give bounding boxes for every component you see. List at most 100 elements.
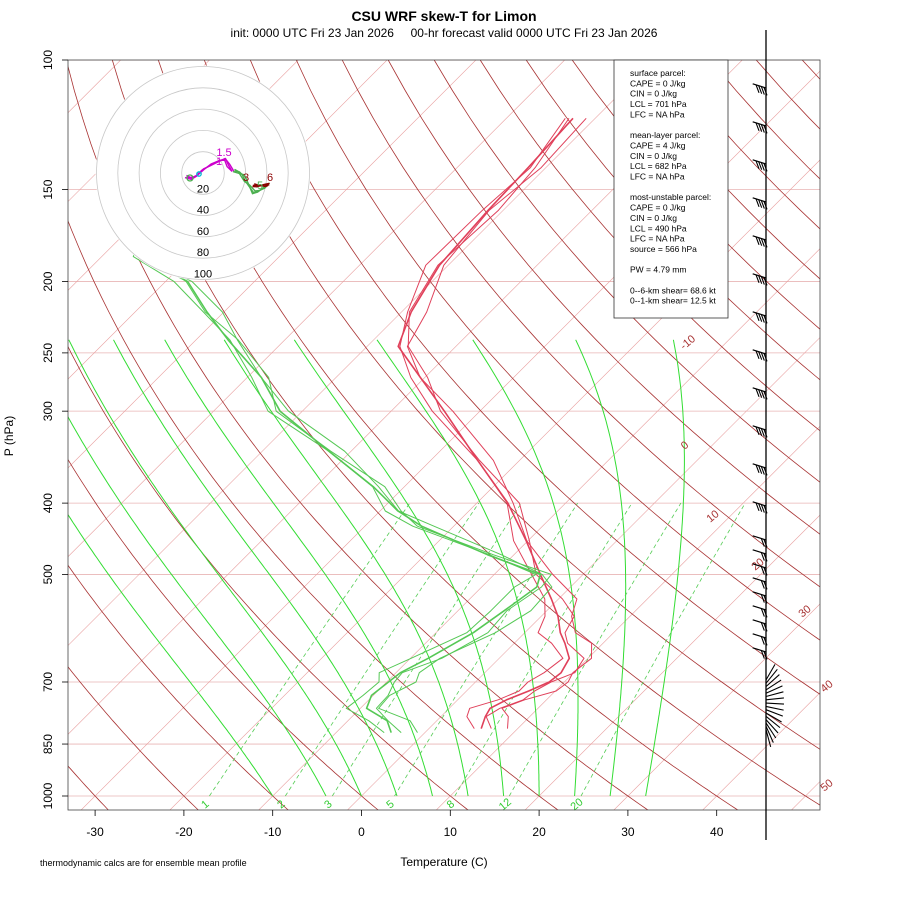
wind-barb-feather	[755, 502, 760, 512]
wind-barb-feather	[760, 238, 765, 247]
wind-barb-staff	[765, 685, 783, 694]
isotherm-line	[347, 337, 820, 810]
wind-barb-feather	[763, 505, 768, 514]
wind-barb-feather	[760, 276, 765, 285]
wind-barb-staff	[765, 712, 782, 723]
wind-barb	[752, 501, 768, 514]
hodograph-ring-label: 60	[197, 226, 209, 238]
dry-adiabat-line	[157, 60, 820, 806]
wind-barb-feather	[755, 464, 760, 474]
axes: -30 -20 -10 0 10 20 30 401000850700500400300250…	[41, 50, 724, 839]
info-line: LFC = NA hPa	[630, 234, 685, 244]
moist-adiabat-line	[472, 339, 579, 797]
temperature-profile-line	[407, 118, 585, 729]
wind-barb	[752, 577, 768, 590]
wind-barb-staff	[752, 605, 767, 611]
dry-adiabat-line	[203, 60, 820, 750]
wind-barb-feather	[760, 538, 765, 547]
moist-adiabat-line	[376, 339, 540, 796]
x-tick-label: 10	[444, 825, 458, 839]
hodograph-start-marker	[186, 174, 194, 182]
wind-barb-staff	[765, 709, 784, 717]
wind-barb-feather	[760, 352, 765, 361]
dry-adiabat-line	[433, 60, 820, 483]
dry-adiabat-line	[68, 458, 379, 810]
temperature-profile-line	[406, 117, 593, 729]
dry-adiabat-label: 40	[819, 678, 836, 695]
x-axis-label: Temperature (C)	[400, 855, 487, 869]
wind-barb-staff	[752, 633, 767, 639]
wind-barb-staff	[765, 664, 776, 681]
x-tick-label: 0	[358, 825, 365, 839]
wind-barb-feather	[760, 622, 765, 631]
info-line: LFC = NA hPa	[630, 172, 685, 182]
hodograph-height-label: 5	[257, 180, 263, 192]
wind-barb-feather	[760, 466, 765, 475]
wind-barb-feather	[758, 85, 763, 94]
hodograph-height-label: 1.5	[216, 147, 231, 159]
info-box-frame	[613, 59, 729, 319]
moist-adiabat-line	[645, 339, 685, 797]
wind-barb-feather	[755, 84, 760, 94]
wind-barb	[752, 83, 768, 96]
wind-barb-feather	[755, 198, 760, 208]
wind-barb-feather	[758, 503, 763, 512]
dry-adiabat-line	[68, 666, 199, 810]
wind-barb-feather	[760, 636, 765, 645]
wind-barb-staff	[752, 577, 767, 583]
wind-barb-staff	[752, 563, 767, 569]
info-line: mean-layer parcel:	[630, 130, 700, 140]
wind-barb-feather	[755, 236, 760, 246]
chart-title: CSU WRF skew-T for Limon	[351, 8, 536, 24]
moist-adiabat-line	[575, 339, 627, 797]
dry-adiabat-line	[479, 60, 820, 432]
wind-barb-feather	[758, 427, 763, 436]
info-line: CIN = 0 J/kg	[630, 89, 677, 99]
info-line: CAPE = 0 J/kg	[630, 203, 686, 213]
y-axis-label: P (hPa)	[2, 416, 16, 456]
wind-barb-feather	[760, 552, 765, 561]
mixing-ratio-line	[394, 502, 578, 797]
isotherm-line	[258, 248, 820, 810]
plot-frame	[67, 59, 821, 811]
isotherm-line	[68, 60, 654, 646]
hodograph-ring	[138, 108, 268, 238]
dry-adiabat-line	[68, 345, 469, 810]
hodograph-trace-line	[253, 183, 269, 188]
wind-barb-feather	[758, 465, 763, 474]
wind-barb-feather	[755, 274, 760, 284]
wind-barb	[752, 619, 768, 632]
wind-barb-feather	[760, 428, 765, 437]
x-tick-label: -10	[264, 825, 282, 839]
wind-barb	[752, 159, 768, 172]
isotherm-line	[613, 603, 820, 810]
mixing-ratio-label: 3	[322, 798, 334, 811]
wind-barb-feather	[755, 388, 760, 398]
wind-barb-staff	[765, 715, 781, 729]
wind-barb-staff	[765, 722, 777, 739]
y-tick-label: 1000	[41, 782, 55, 809]
hodograph-ring-label: 40	[197, 205, 209, 217]
isotherm-line	[169, 159, 820, 810]
wind-barb	[752, 349, 768, 362]
wind-barb-feather	[763, 353, 768, 362]
wind-barb-feather	[760, 580, 765, 589]
hodograph-height-label: 3	[243, 172, 249, 184]
info-line: PW = 4.79 mm	[630, 265, 686, 275]
wind-barb-staff	[765, 705, 784, 711]
wind-barb	[752, 463, 768, 476]
dry-adiabat-label: -10	[678, 333, 698, 352]
hodograph-height-labels: 1.51 356	[216, 147, 273, 192]
wind-barb	[752, 591, 768, 604]
wind-barb-feather	[755, 350, 760, 360]
wind-barb-staff	[752, 619, 767, 625]
wind-barb-feather	[758, 199, 763, 208]
dry-adiabat-line	[68, 219, 559, 810]
dry-adiabat-line	[249, 60, 820, 695]
y-tick-label: 300	[41, 401, 55, 421]
x-tick-label: 20	[532, 825, 546, 839]
moist-adiabat-line	[223, 339, 469, 797]
wind-barb-feather	[763, 239, 768, 248]
